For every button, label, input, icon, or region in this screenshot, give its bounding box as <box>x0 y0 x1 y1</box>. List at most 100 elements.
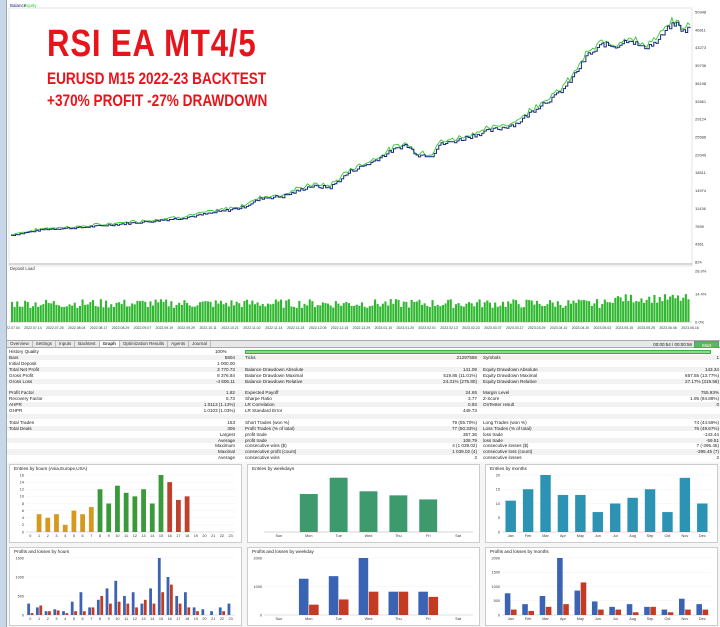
tab-settings[interactable]: Settings <box>33 341 57 347</box>
chart-canvas: Sun Mon Tue Wed Thu Fri Sat <box>264 477 473 538</box>
load-bar <box>418 299 421 322</box>
report-value: 8 376.84 <box>217 372 235 378</box>
load-bar <box>45 299 48 322</box>
load-bar <box>178 302 181 322</box>
tab-inputs[interactable]: Inputs <box>56 341 76 347</box>
load-bar <box>243 301 246 322</box>
loss-bar <box>82 611 86 615</box>
load-bar <box>347 303 350 322</box>
x-tick-label: Sat <box>455 534 462 538</box>
load-bar <box>515 300 518 322</box>
x-tick-label: Nov <box>681 617 688 621</box>
profit-bar <box>96 599 100 615</box>
load-bar <box>251 300 254 322</box>
tab-journal[interactable]: Journal <box>189 341 211 347</box>
chart-title: Profits and losses by weekday <box>252 549 314 554</box>
bar <box>627 497 638 532</box>
load-bar <box>191 306 194 322</box>
x-tick-label: 2022.12.29 <box>353 326 371 330</box>
x-tick-label: Nov <box>681 534 688 538</box>
load-bar <box>89 302 92 322</box>
load-bar <box>298 300 301 322</box>
x-tick-label: Dec <box>699 534 706 538</box>
x-tick-label: 2023.05.15 <box>616 326 634 330</box>
y-tick-label: 824 <box>695 260 702 265</box>
tab-overview[interactable]: Overview <box>7 341 33 347</box>
load-bar <box>84 304 87 322</box>
x-tick-label: 7 <box>90 534 92 538</box>
profit-bar <box>140 603 144 615</box>
load-bar <box>308 299 311 322</box>
load-bar <box>528 300 531 322</box>
x-tick-label: 2022.08.04 <box>68 326 86 330</box>
bar <box>697 503 708 532</box>
load-bar <box>669 296 672 322</box>
tab-graph[interactable]: Graph <box>99 341 120 347</box>
load-bar <box>157 302 160 322</box>
load-bar <box>601 303 604 322</box>
history-quality-row: History Quality 100% <box>7 349 720 354</box>
y-tick-label: 20 <box>496 473 500 477</box>
x-tick-label: 23 <box>229 534 233 538</box>
bar <box>106 503 112 532</box>
x-tick-label: Oct <box>664 617 671 621</box>
profit-bar <box>131 592 135 615</box>
x-tick-label: 18 <box>185 617 189 621</box>
tab-optimization-results[interactable]: Optimization Results <box>120 341 169 347</box>
x-tick-label: 2 <box>47 534 49 538</box>
load-bar <box>598 307 601 322</box>
y-tick-label: 50348 <box>695 10 707 15</box>
load-bar <box>374 299 377 322</box>
loss-bar <box>368 591 379 615</box>
legend-bg <box>9 2 33 8</box>
load-bar <box>360 302 363 322</box>
load-bar <box>483 302 486 322</box>
tab-backtest[interactable]: Backtest <box>75 341 100 347</box>
profit-bar <box>557 558 563 615</box>
bar <box>123 492 129 532</box>
load-bar <box>632 302 635 322</box>
load-bar <box>580 300 583 322</box>
load-bar <box>293 306 296 322</box>
x-tick-label: 6 <box>82 534 84 538</box>
load-bar <box>569 303 572 322</box>
load-bar <box>217 303 220 322</box>
load-bar <box>562 307 565 322</box>
loss-bar <box>702 609 709 615</box>
load-bar <box>663 294 666 322</box>
load-bar <box>616 296 619 322</box>
load-bar <box>63 306 66 322</box>
x-tick-label: 21 <box>211 617 215 621</box>
report-label: Expected Payoff <box>245 390 279 396</box>
y-tick-label: 32661 <box>695 99 707 104</box>
history-quality-label: History Quality <box>9 349 39 354</box>
bar <box>540 475 551 532</box>
x-tick-label: 2023.06.06 <box>659 326 677 330</box>
load-bar <box>494 302 497 322</box>
profit-bar <box>184 592 187 615</box>
profit-bar <box>166 577 170 615</box>
x-tick-label: 3 <box>55 534 57 538</box>
load-bar <box>337 303 340 322</box>
load-bar <box>225 302 228 322</box>
x-tick-label: Jun <box>595 534 601 538</box>
tab-agents[interactable]: Agents <box>168 341 190 347</box>
loss-bar <box>196 611 199 615</box>
x-tick-label: 2022.12.15 <box>331 326 349 330</box>
load-bar <box>102 307 105 322</box>
report-value: 108.79 <box>462 437 477 443</box>
start-button[interactable]: Start <box>694 341 719 348</box>
load-bar <box>676 295 679 322</box>
report-row: AHPR 1.0113 (1.13%) LR Correlation 0.93 OnTe… <box>7 402 720 408</box>
report-label: LR Correlation <box>245 402 275 408</box>
load-bar <box>327 303 330 322</box>
report-label: Long Trades (won %) <box>483 419 527 425</box>
x-tick-label: 2022.09.19 <box>156 326 174 330</box>
strategy-tester-side-tab[interactable] <box>0 0 7 627</box>
chart-title: Entries by weekdays <box>252 466 295 471</box>
load-bar <box>363 306 366 322</box>
load-bar <box>261 304 264 322</box>
load-bar <box>24 300 27 322</box>
loss-bar <box>187 607 191 615</box>
